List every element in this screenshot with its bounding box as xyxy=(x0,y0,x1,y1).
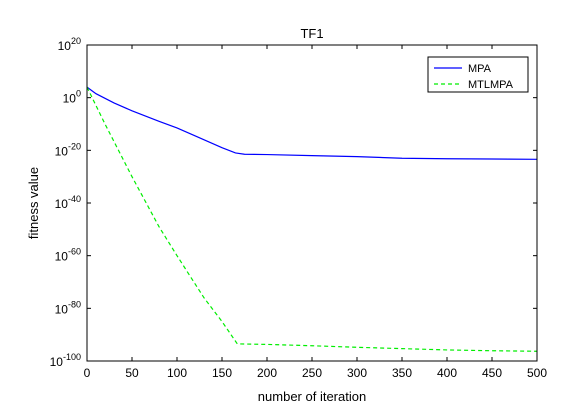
x-tick-label: 300 xyxy=(347,366,367,380)
plot-area xyxy=(87,45,537,361)
x-tick-label: 200 xyxy=(257,366,277,380)
legend-box xyxy=(427,56,529,93)
series-line-mtlmpa xyxy=(86,86,538,352)
x-tick-label: 500 xyxy=(527,366,547,380)
x-axis-label: number of iteration xyxy=(258,389,366,404)
y-tick-label: 10-100 xyxy=(50,352,81,369)
x-tick-label: 0 xyxy=(84,366,91,380)
x-tick-label: 350 xyxy=(392,366,412,380)
series-line-mpa xyxy=(86,86,538,160)
ticks-layer: 0 50 100 150 200 250 300 350 400 450 500 1020 100 10-… xyxy=(50,36,548,380)
y-tick-label: 10-80 xyxy=(55,299,81,316)
chart-title: TF1 xyxy=(300,26,323,41)
legend-label-mtlmpa: MTLMPA xyxy=(468,79,514,91)
y-tick-label: 10-20 xyxy=(55,141,81,158)
x-tick-label: 450 xyxy=(482,366,502,380)
y-tick-label: 1020 xyxy=(58,36,81,53)
y-tick-label: 10-60 xyxy=(55,247,81,264)
y-axis-label: fitness value xyxy=(26,167,41,239)
x-tick-label: 400 xyxy=(437,366,457,380)
y-tick-label: 100 xyxy=(63,89,81,106)
x-tick-label: 150 xyxy=(212,366,232,380)
x-tick-label: 100 xyxy=(167,366,187,380)
x-tick-label: 50 xyxy=(125,366,139,380)
x-tick-label: 250 xyxy=(302,366,322,380)
legend: MPA MTLMPA xyxy=(427,56,529,93)
legend-label-mpa: MPA xyxy=(468,63,492,75)
series-layer xyxy=(86,86,538,352)
y-tick-label: 10-40 xyxy=(55,194,81,211)
